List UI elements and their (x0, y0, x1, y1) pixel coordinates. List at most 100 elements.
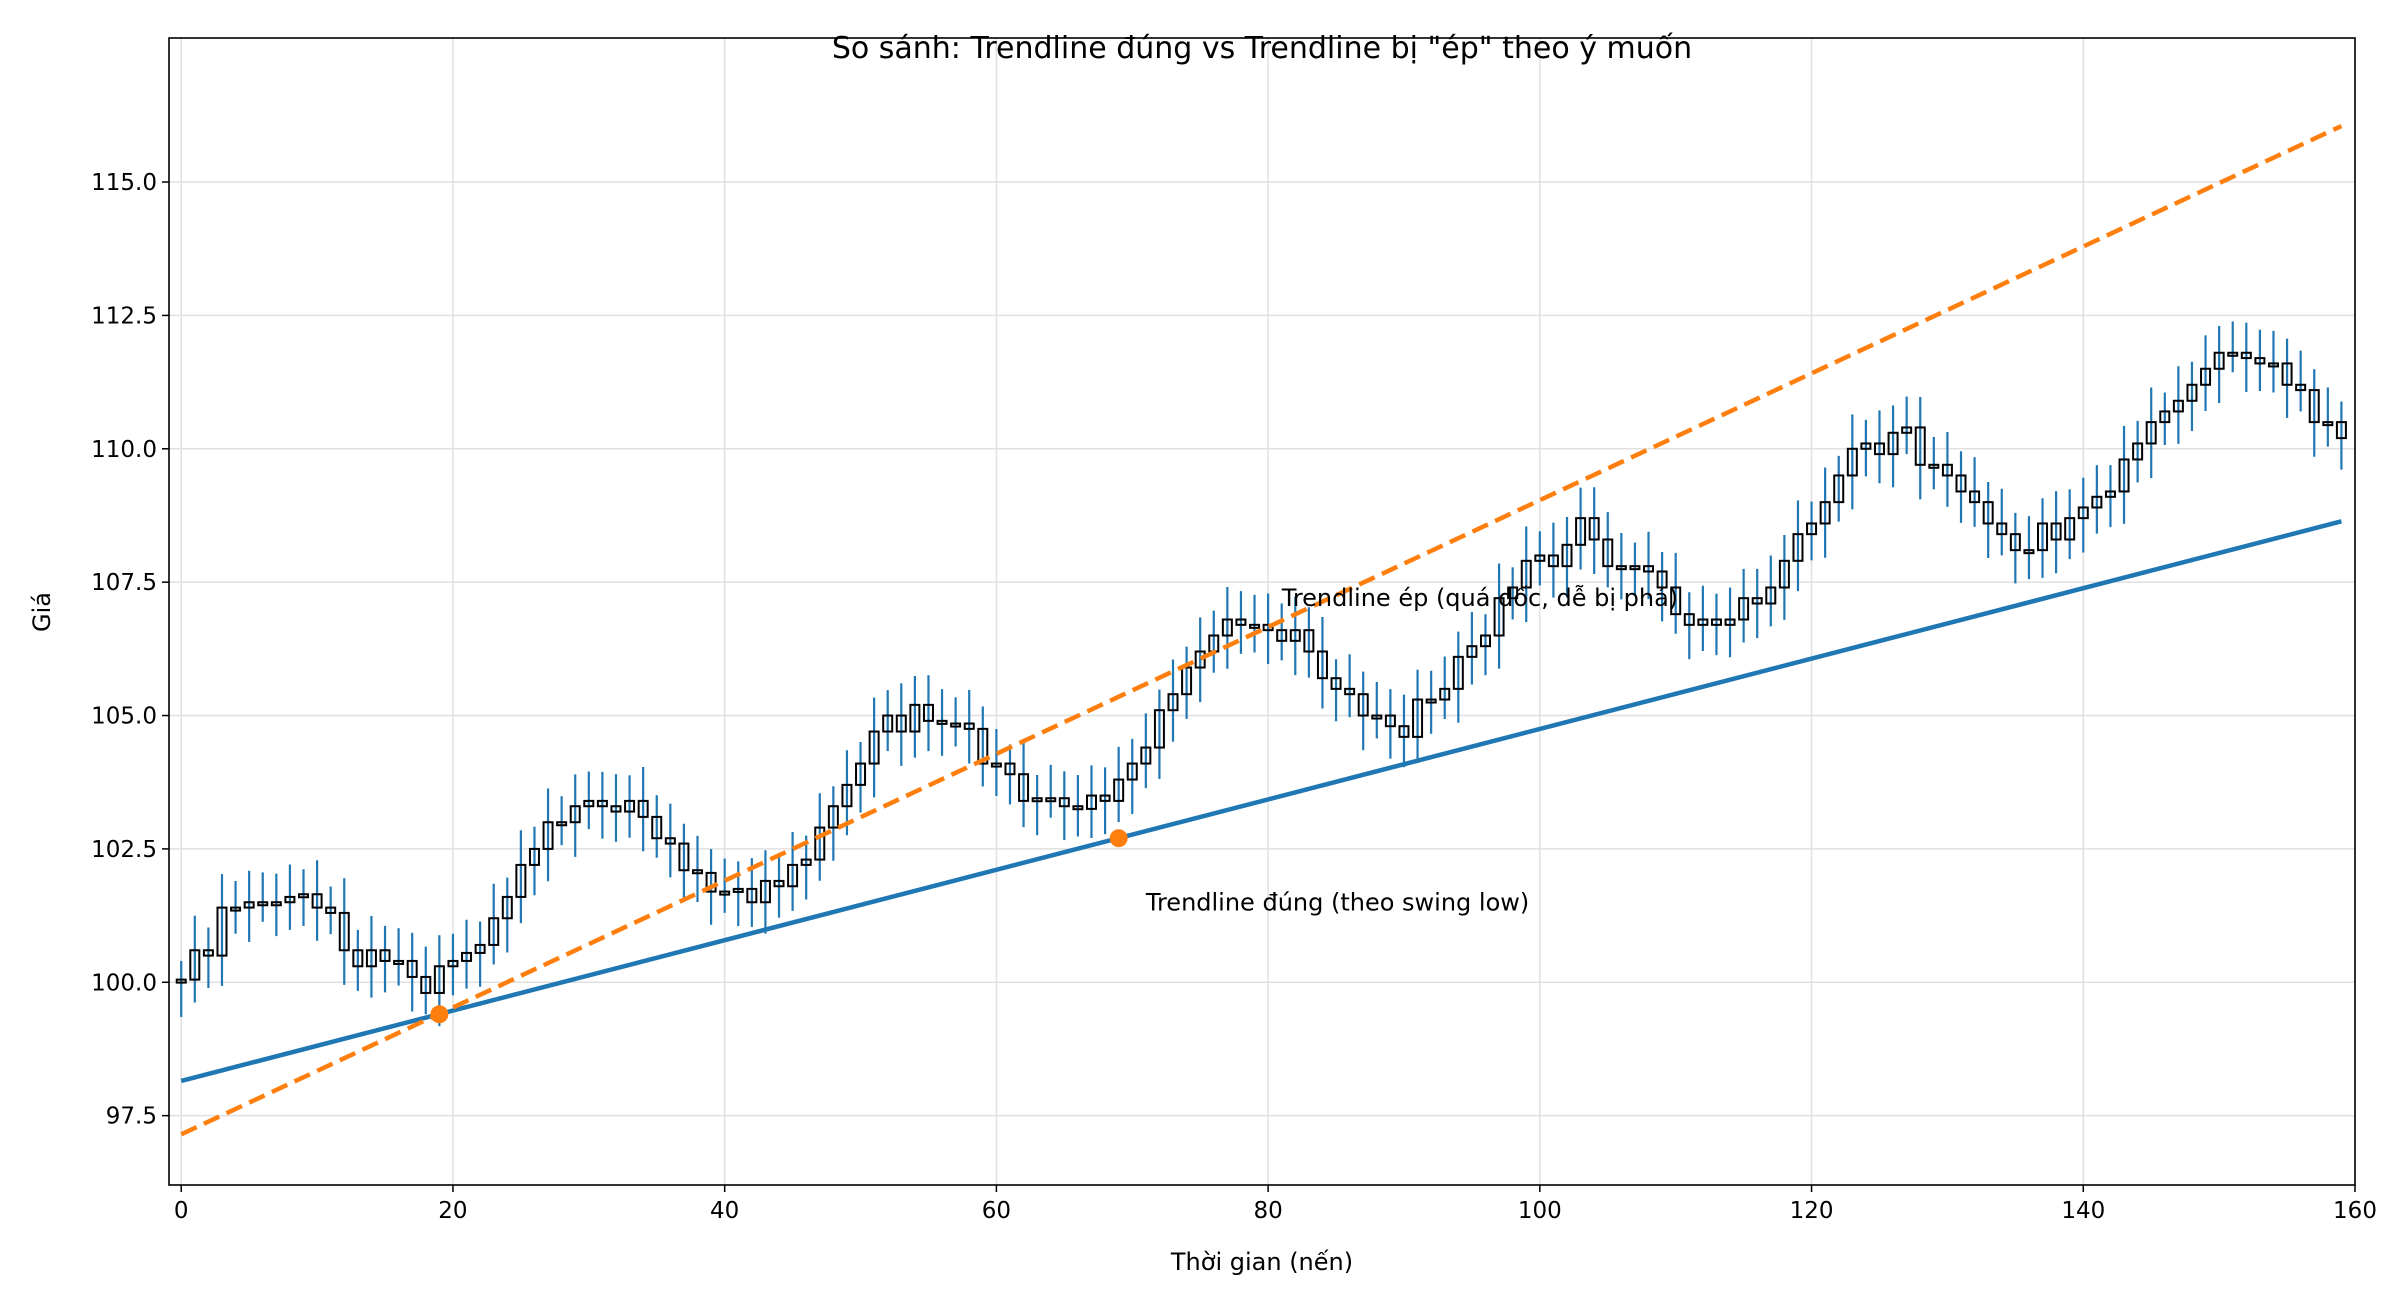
candle-body (1928, 463, 1940, 469)
candle-body (882, 714, 894, 733)
candle-body (257, 901, 269, 907)
candle-body (2213, 351, 2225, 370)
candle-body (325, 906, 337, 914)
candle-body (1235, 618, 1247, 626)
candle-body (501, 895, 513, 920)
candle-body (1357, 693, 1369, 717)
candle-body (691, 869, 703, 875)
candle-body (338, 911, 350, 952)
swing-low-marker (1109, 829, 1128, 848)
candle-body (936, 719, 948, 725)
candle-body (406, 959, 418, 978)
plot-frame (168, 37, 2356, 1186)
candle-body (569, 805, 581, 824)
candle-body (1547, 554, 1559, 568)
candle-body (1887, 431, 1899, 456)
candle-body (2023, 549, 2035, 555)
candle-body (2037, 522, 2049, 552)
candle-body (1384, 714, 1396, 728)
candle-body (1860, 442, 1872, 450)
candle-body (1072, 805, 1084, 811)
candle-body (1398, 725, 1410, 738)
candle-body (1738, 597, 1750, 621)
candle-body (2281, 362, 2293, 386)
candle-body (433, 965, 445, 994)
candle-body (637, 799, 649, 818)
candle-body (1629, 565, 1641, 571)
candle-body (1683, 613, 1695, 626)
candle-body (1710, 618, 1722, 626)
trendline-forced-label: Trendline ép (quá dốc, dễ bị phá) (1281, 583, 1678, 612)
y-tick-label: 115.0 (91, 170, 157, 196)
candle-body (2295, 383, 2307, 392)
candle-body (1520, 559, 1532, 589)
candle-body (1588, 517, 1600, 541)
candle-body (1561, 543, 1573, 568)
y-axis-label: Giá (28, 592, 56, 632)
candle-body (759, 879, 771, 904)
candle-body (1697, 618, 1709, 626)
candle-body (1303, 629, 1315, 653)
candle-body (664, 837, 676, 845)
candle-body (1221, 618, 1233, 637)
x-tick-label: 80 (1253, 1198, 1282, 1224)
x-tick-label: 0 (174, 1198, 189, 1224)
candle-body (447, 959, 459, 968)
candle-body (2091, 495, 2103, 509)
candle-body (298, 893, 310, 899)
candle-body (2227, 351, 2239, 357)
candle-body (1534, 554, 1546, 562)
candle-body (1575, 517, 1587, 546)
candle-body (1439, 687, 1451, 701)
candle-body (542, 821, 554, 850)
candle-body (1846, 447, 1858, 477)
candle-body (1656, 570, 1668, 589)
y-tick-label: 112.5 (91, 303, 157, 329)
y-tick-label: 97.5 (106, 1104, 157, 1130)
candle-body (1873, 442, 1885, 456)
candle-body (1615, 565, 1627, 571)
candle-body (2308, 389, 2320, 424)
candle-body (2132, 442, 2144, 461)
candle-body (868, 730, 880, 765)
candle-body (379, 949, 391, 962)
candle-body (1412, 698, 1424, 738)
candle-body (2186, 383, 2198, 402)
y-tick-label: 100.0 (91, 970, 157, 996)
candle-body (352, 949, 364, 968)
trendline-forced (180, 123, 2343, 1137)
candle-body (1819, 501, 1831, 525)
x-tick-label: 140 (2061, 1198, 2105, 1224)
candle-body (1425, 698, 1437, 704)
candle-body (2077, 506, 2089, 520)
x-tick-label: 60 (982, 1198, 1011, 1224)
x-tick-label: 40 (710, 1198, 739, 1224)
candle-body (1113, 778, 1125, 802)
candle-body (610, 805, 622, 813)
candle-body (596, 799, 608, 808)
candle-body (2254, 357, 2266, 365)
candle-body (1249, 623, 1261, 629)
candle-body (1969, 490, 1981, 504)
candle-body (2200, 367, 2212, 386)
candle-body (1330, 677, 1342, 690)
candle-body (841, 783, 853, 808)
x-tick-label: 160 (2333, 1198, 2377, 1224)
candle-body (488, 917, 500, 946)
candle-body (1996, 522, 2008, 536)
candle-body (1466, 645, 1478, 658)
candle-body (678, 842, 690, 872)
candle-body (556, 821, 568, 827)
candle-body (1289, 629, 1301, 642)
candle-body (2118, 458, 2130, 493)
x-tick-label: 20 (438, 1198, 467, 1224)
candle-body (189, 949, 201, 981)
candle-body (1452, 655, 1464, 690)
candle-body (1099, 794, 1111, 802)
candle-body (1914, 426, 1926, 466)
candle-body (1765, 586, 1777, 605)
candle-body (1833, 474, 1845, 504)
candle-body (787, 863, 799, 888)
candle-body (2009, 533, 2021, 552)
candle-body (624, 799, 636, 813)
